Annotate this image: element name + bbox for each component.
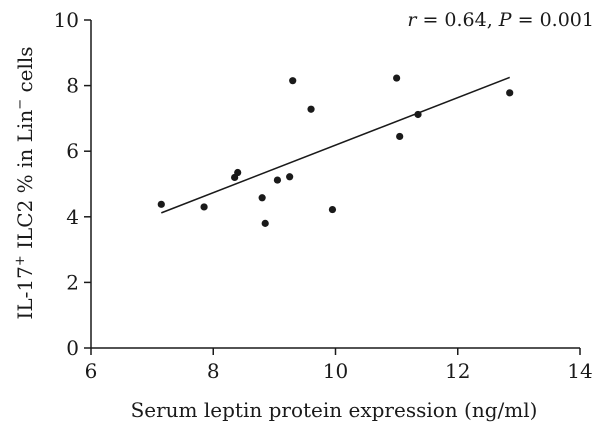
y-axis-label-suffix: cells (13, 46, 37, 98)
y-tick-label: 0 (66, 336, 79, 360)
x-tick-label: 12 (445, 359, 470, 383)
data-point (393, 74, 401, 82)
x-tick-label: 8 (207, 359, 220, 383)
data-point (396, 132, 404, 141)
y-tick-label: 6 (66, 139, 79, 163)
x-axis-label: Serum leptin protein expression (ng/ml) (131, 398, 538, 422)
regression-line (161, 76, 510, 214)
data-point (273, 176, 282, 184)
y-axis-label-prefix-sup: + (13, 255, 28, 266)
x-tick-label: 10 (323, 359, 348, 383)
data-point (414, 110, 422, 119)
data-points (157, 74, 514, 227)
p-symbol: P (498, 9, 513, 31)
data-point (200, 203, 208, 211)
correlation-annotation: r = 0.64, P = 0.001 (407, 9, 594, 31)
y-tick-label: 2 (66, 270, 79, 294)
trendline-group (161, 76, 510, 214)
data-point (234, 168, 242, 177)
y-tick-label: 4 (66, 205, 79, 229)
r-value-text: = 0.64, (416, 9, 498, 31)
data-point (258, 194, 266, 202)
r-symbol: r (407, 9, 418, 31)
data-point (157, 200, 165, 208)
data-point (289, 77, 297, 85)
y-tick-label: 10 (54, 8, 79, 32)
x-tick-label: 6 (85, 359, 98, 383)
data-point (286, 173, 294, 181)
p-value-text: = 0.001 (512, 9, 594, 31)
axes (90, 20, 580, 349)
y-axis-label-prefix: IL-17 (13, 266, 37, 319)
x-tick-label: 14 (567, 359, 592, 383)
ticks: 6 8 10 12 14 0 2 4 6 8 10 (54, 8, 593, 383)
data-point (328, 205, 337, 214)
y-tick-label: 8 (66, 74, 79, 98)
y-axis-label: IL-17+ ILC2 % in Lin− cells (13, 46, 37, 319)
data-point (307, 105, 315, 113)
data-point (261, 219, 269, 227)
data-point (506, 89, 514, 97)
y-axis-label-middle: ILC2 % in Lin (13, 110, 37, 256)
y-axis-label-suffix-sup: − (13, 99, 28, 110)
